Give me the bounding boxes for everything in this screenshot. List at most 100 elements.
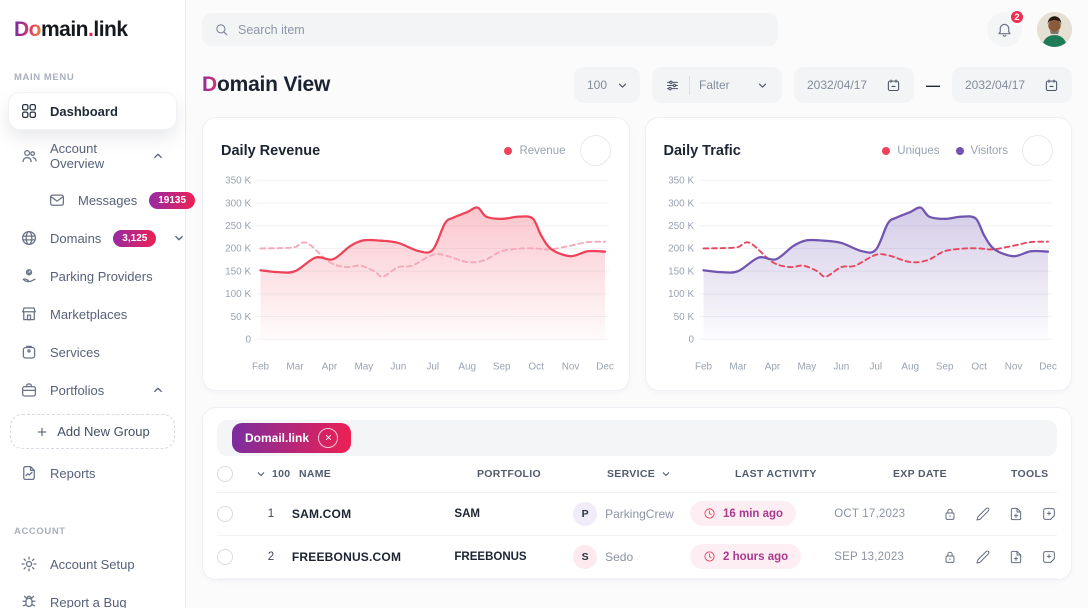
sidebar-item-account-setup[interactable]: Account Setup (8, 546, 177, 582)
topbar: 2 (186, 0, 1088, 55)
filter-chip[interactable]: Domail.link (232, 422, 352, 453)
add-note-icon[interactable] (1041, 549, 1057, 565)
svg-text:Feb: Feb (252, 362, 270, 373)
sidebar-action-add-new-group[interactable]: Add New Group (10, 414, 175, 449)
svg-text:Aug: Aug (458, 362, 476, 373)
sidebar-item-services[interactable]: Services (8, 334, 177, 370)
main-area: 2 Domain View 100 (186, 0, 1088, 608)
close-icon (324, 433, 333, 442)
column-header-exp-date[interactable]: EXP DATE (893, 468, 1011, 480)
chevron-down-icon[interactable] (660, 468, 672, 480)
domain-name[interactable]: FREEBONUS.COM (291, 549, 402, 564)
sidebar-item-reports[interactable]: Reports (8, 455, 177, 491)
filter-select[interactable]: Falter (652, 67, 782, 103)
svg-text:Jul: Jul (426, 362, 439, 373)
calendar-icon (886, 78, 901, 93)
legend-dot (504, 146, 513, 155)
logo-text: main (41, 18, 89, 41)
notifications-button[interactable]: 2 (987, 9, 1025, 47)
svg-text:Nov: Nov (562, 362, 580, 373)
row-checkbox[interactable] (217, 548, 233, 565)
chevron-down-icon[interactable] (255, 468, 267, 480)
svg-text:Mar: Mar (729, 362, 747, 373)
chevron-down-icon[interactable] (172, 231, 186, 245)
sidebar-item-label: Marketplaces (50, 306, 128, 322)
sidebar-item-label: Dashboard (50, 103, 118, 119)
sidebar-item-label: Domains (50, 230, 102, 246)
edit-icon[interactable] (975, 506, 991, 522)
add-note-icon[interactable] (1041, 506, 1057, 522)
chevron-up-icon[interactable] (151, 383, 165, 397)
row-number-cell: 2 (252, 551, 292, 563)
bell-icon (996, 21, 1013, 38)
service: S Sedo (573, 544, 690, 569)
lock-icon[interactable] (942, 506, 958, 522)
sidebar-item-marketplaces[interactable]: Marketplaces (8, 296, 177, 332)
users-icon (20, 147, 38, 165)
column-header-tools[interactable]: TOOLS (1011, 468, 1057, 480)
chart-header: Daily Revenue Revenue (217, 131, 615, 168)
table-header-row: 100 NAME PORTFOLIO SERVICE LAST ACTIVITY EXP … (217, 456, 1057, 493)
select-all-checkbox[interactable] (217, 465, 233, 482)
chart-title: Daily Trafic (663, 142, 741, 159)
count-badge: 19135 (149, 191, 196, 209)
download-button[interactable] (1022, 135, 1053, 166)
chart-title: Daily Revenue (221, 142, 321, 159)
chevron-down-icon (616, 79, 629, 92)
add-file-icon[interactable] (1008, 549, 1024, 565)
avatar[interactable] (1037, 12, 1072, 47)
sidebar-item-messages[interactable]: Messages 19135 (8, 182, 196, 218)
sidebar-item-dashboard[interactable]: Dashboard (8, 92, 177, 130)
lock-icon[interactable] (942, 549, 958, 565)
search-input[interactable] (238, 22, 766, 37)
svg-text:Oct: Oct (971, 362, 987, 373)
title-accent: D (202, 73, 217, 96)
edit-icon[interactable] (975, 549, 991, 565)
chart-header: Daily Trafic Uniques Visitors (660, 131, 1058, 168)
column-header-portfolio[interactable]: PORTFOLIO (477, 468, 607, 480)
bug-icon (20, 593, 38, 608)
svg-text:0: 0 (688, 335, 694, 346)
chip-close-button[interactable] (318, 427, 339, 448)
chevron-up-icon[interactable] (151, 149, 165, 163)
page-size-select[interactable]: 100 (574, 67, 640, 103)
date-range-separator: — (926, 77, 940, 93)
svg-text:Sep: Sep (493, 362, 511, 373)
last-activity-cell: 2 hours ago (689, 544, 834, 570)
sidebar-item-domains[interactable]: Domains 3,125 (8, 220, 184, 256)
store-icon (20, 305, 38, 323)
main-menu: Dashboard Account Overview Messages 19135 Do… (0, 91, 196, 492)
last-activity-text: 2 hours ago (722, 550, 789, 563)
domains-table: 100 NAME PORTFOLIO SERVICE LAST ACTIVITY EXP … (217, 456, 1057, 579)
download-button[interactable] (579, 135, 611, 166)
row-checkbox[interactable] (217, 505, 233, 522)
portfolio-name: FREEBONUS (454, 550, 527, 563)
column-header-label: NAME (299, 467, 332, 480)
domain-name[interactable]: SAM.COM (291, 506, 352, 521)
date-from-input[interactable]: 2032/04/17 (794, 67, 914, 103)
date-to-input[interactable]: 2032/04/17 (952, 67, 1072, 103)
sidebar-item-account-overview[interactable]: Account Overview (8, 132, 177, 180)
sidebar-item-parking-providers[interactable]: Parking Providers (8, 258, 177, 294)
column-header-label: TOOLS (1011, 467, 1049, 480)
column-header-label: LAST ACTIVITY (735, 467, 817, 480)
column-header-last-activity[interactable]: LAST ACTIVITY (735, 468, 893, 480)
clock-icon (703, 507, 716, 520)
svg-text:300 K: 300 K (668, 198, 694, 209)
sidebar-item-portfolios[interactable]: Portfolios (8, 372, 177, 408)
header-count-cell: 100 (255, 468, 299, 480)
svg-text:0: 0 (246, 335, 252, 346)
legend-dot (955, 146, 964, 155)
column-header-service[interactable]: SERVICE (607, 468, 735, 480)
column-header-name[interactable]: NAME (299, 468, 477, 480)
row-number: 1 (267, 507, 275, 520)
svg-text:50 K: 50 K (673, 312, 694, 323)
svg-text:300 K: 300 K (225, 198, 251, 209)
charts-row: Daily Revenue Revenue 350 K 300 K 250 K 200… (186, 117, 1088, 391)
svg-text:Sep: Sep (935, 362, 953, 373)
sidebar-item-report-a-bug[interactable]: Report a Bug (8, 584, 177, 608)
title-text: omain View (216, 73, 331, 96)
add-file-icon[interactable] (1008, 506, 1024, 522)
search-bar[interactable] (202, 13, 778, 46)
